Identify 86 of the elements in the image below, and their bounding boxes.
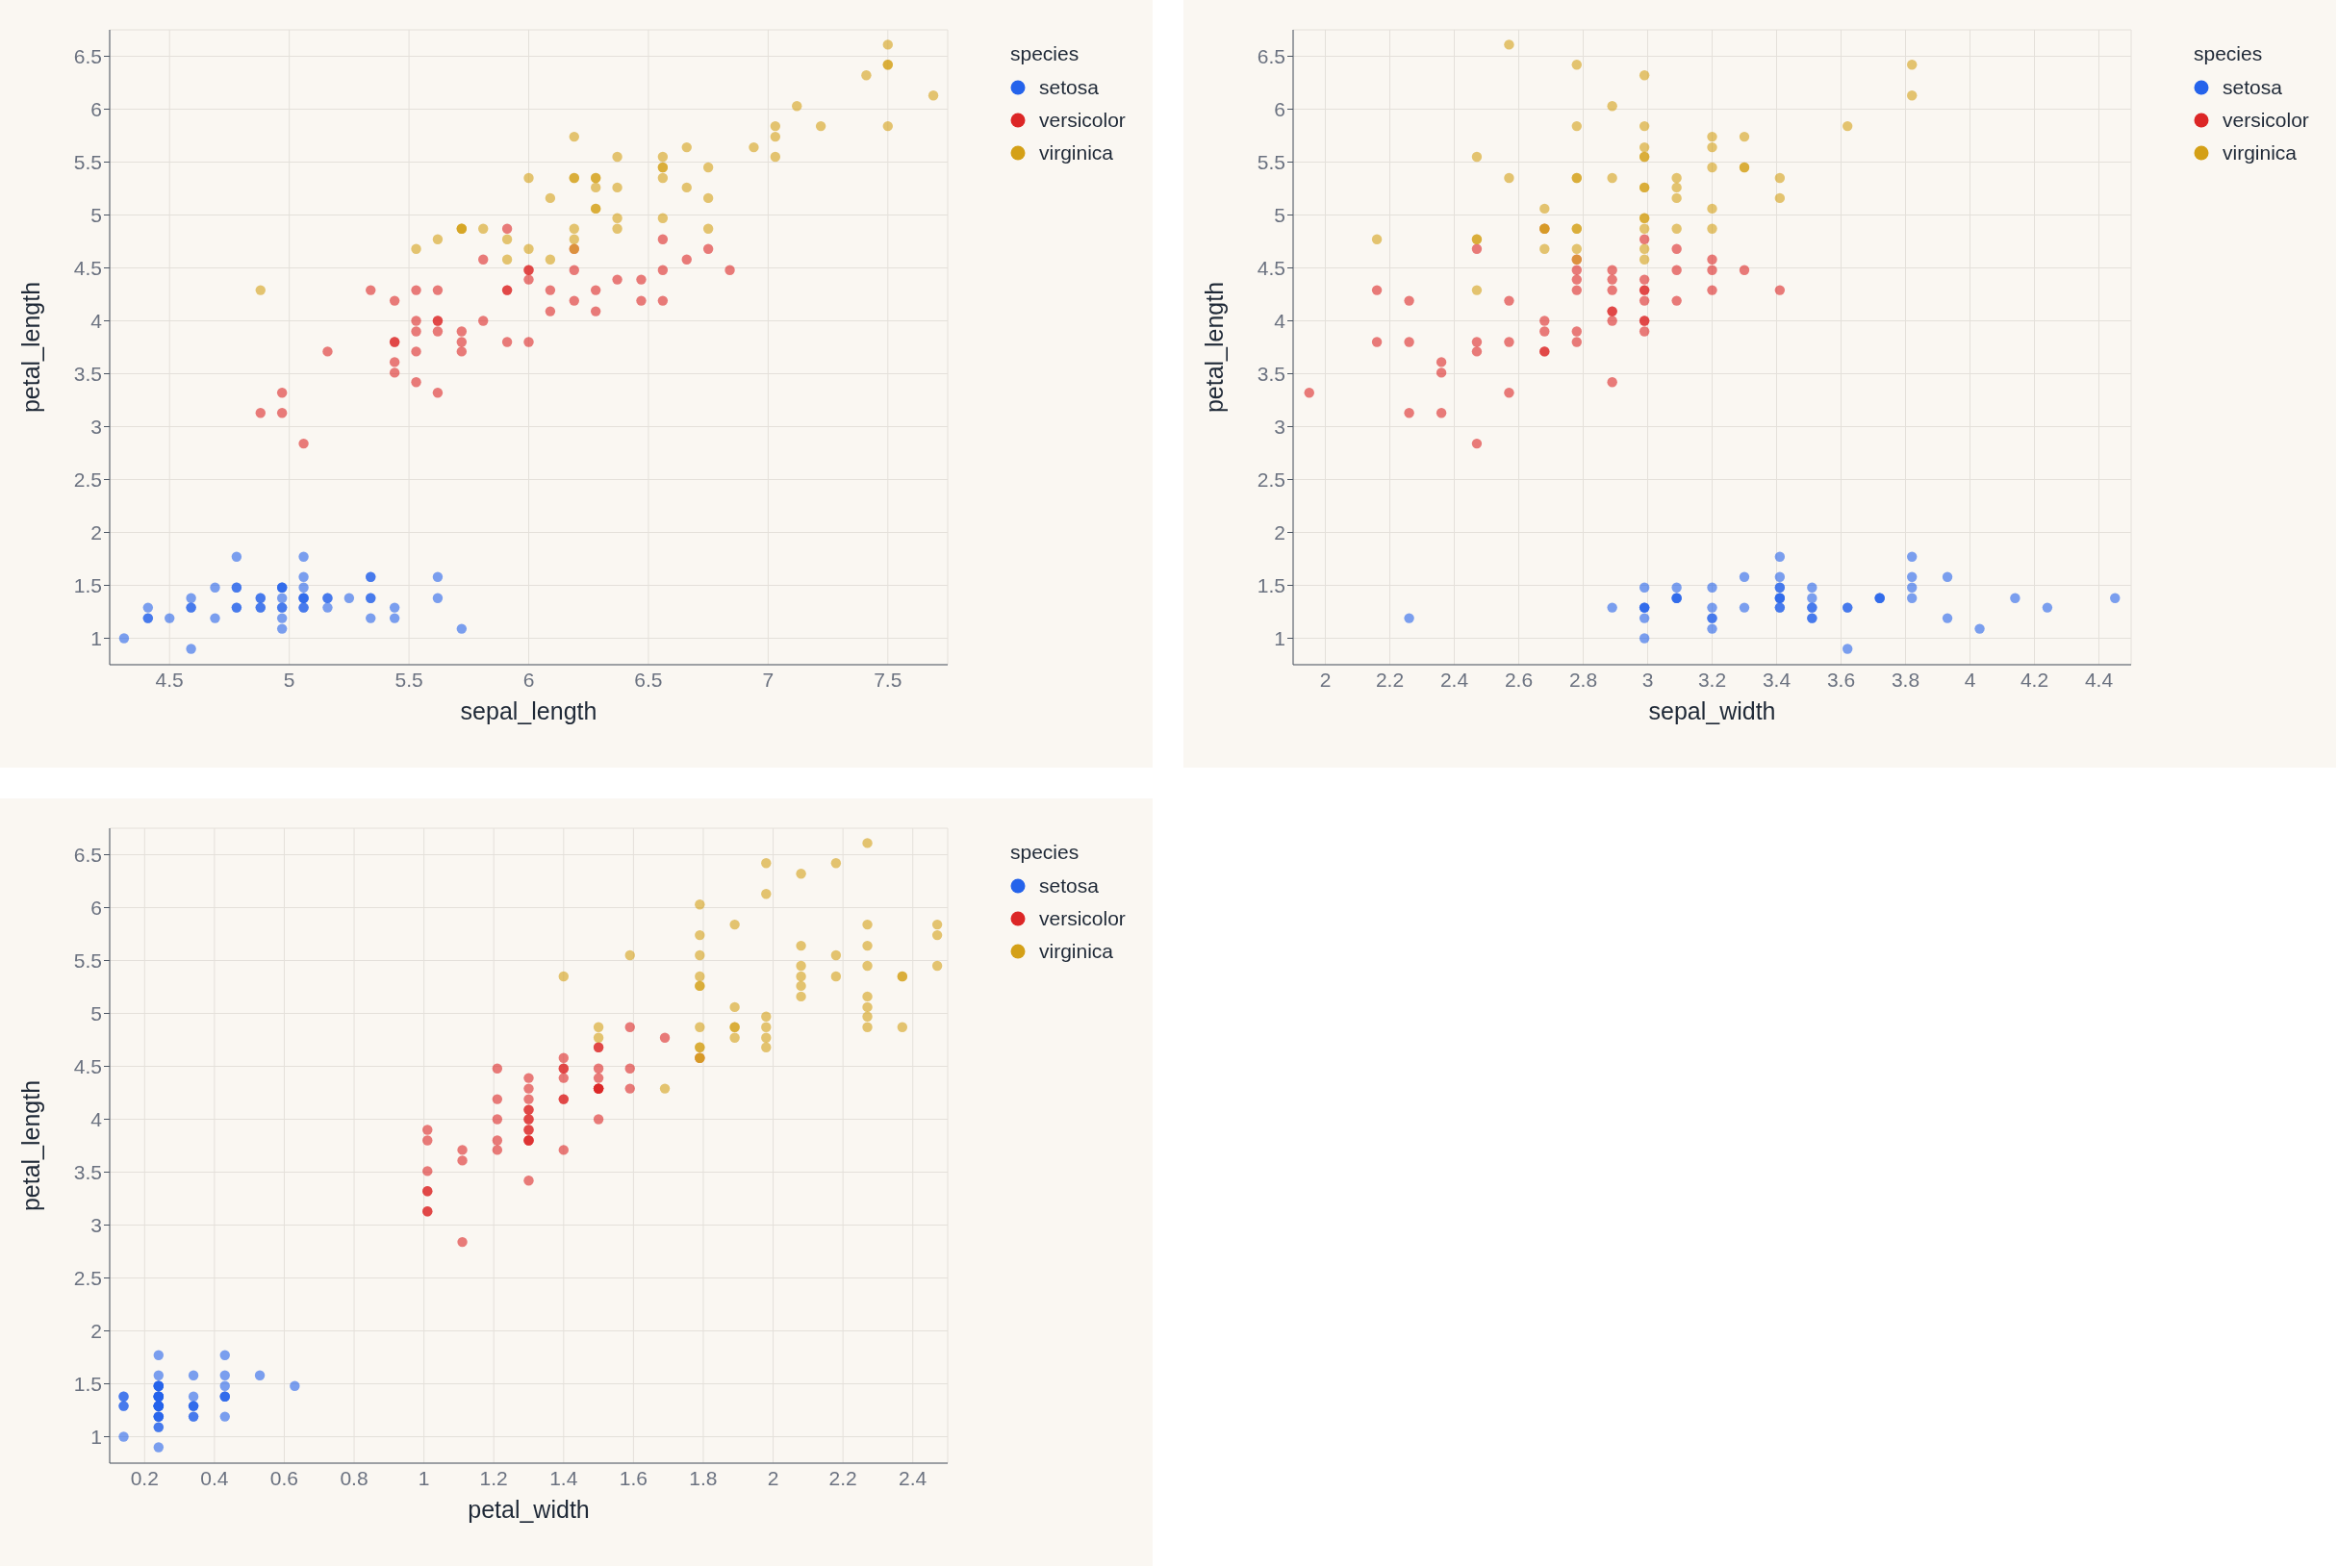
x-tick-label: 6: [522, 668, 535, 691]
y-axis-title: petal_length: [1200, 281, 1228, 414]
x-tick-label: 2.4: [1439, 668, 1469, 691]
y-tick-label: 5: [90, 203, 102, 226]
x-tick-label: 1: [418, 1466, 430, 1489]
legend-label: versicolor: [1039, 109, 1126, 132]
y-tick-label: 6: [90, 97, 102, 120]
y-tick-label: 2: [90, 520, 102, 544]
y-tick-label: 4: [1274, 309, 1286, 332]
legend-title: species: [2194, 42, 2264, 65]
y-tick-label: 4: [90, 309, 103, 332]
y-tick-label: 1: [90, 626, 102, 649]
legend-label: virginica: [1039, 940, 1114, 963]
y-tick-label: 3.5: [1257, 362, 1285, 385]
y-tick-label: 6.5: [73, 843, 102, 866]
legend-title: species: [1010, 42, 1080, 65]
y-tick-label: 6: [1274, 97, 1285, 120]
x-tick-label: 7: [762, 668, 775, 691]
x-tick-label: 2.2: [828, 1466, 857, 1489]
x-tick-label: 2.8: [1568, 668, 1598, 691]
x-axis-title: sepal_length: [460, 697, 597, 724]
y-tick-label: 4.5: [1257, 256, 1285, 279]
legend-title: species: [1010, 841, 1080, 864]
x-tick-label: 3.4: [1762, 668, 1792, 691]
y-tick-label: 5.5: [73, 150, 102, 173]
y-axis-title: petal_length: [16, 281, 44, 414]
x-tick-label: 4.4: [2084, 668, 2114, 691]
x-tick-label: 3.2: [1697, 668, 1727, 691]
y-tick-label: 6.5: [1257, 44, 1285, 67]
y-tick-label: 4: [90, 1107, 103, 1130]
y-tick-label: 5.5: [73, 948, 102, 972]
x-tick-label: 5.5: [394, 668, 423, 691]
x-tick-label: 4.5: [155, 668, 184, 691]
x-tick-label: 3.8: [1891, 668, 1920, 691]
y-tick-label: 2.5: [1257, 468, 1285, 491]
y-tick-label: 1.5: [1257, 573, 1285, 596]
y-tick-label: 3.5: [73, 1160, 102, 1183]
y-axis-title: petal_length: [16, 1079, 44, 1212]
legend-label: setosa: [1039, 874, 1099, 898]
y-tick-label: 1: [1274, 626, 1285, 649]
x-tick-label: 4: [1964, 668, 1976, 691]
x-tick-label: 2: [767, 1466, 779, 1489]
x-tick-label: 4.2: [2020, 668, 2049, 691]
legend-label: versicolor: [1039, 907, 1126, 930]
y-tick-label: 1.5: [73, 1372, 102, 1395]
x-tick-label: 0.4: [200, 1466, 229, 1489]
legend-label: versicolor: [2223, 109, 2309, 132]
y-tick-label: 2.5: [73, 468, 102, 491]
y-tick-label: 2: [1274, 520, 1285, 544]
y-tick-label: 5: [90, 1001, 102, 1024]
legend-label: setosa: [2223, 76, 2282, 99]
y-tick-label: 3: [1274, 415, 1285, 438]
x-tick-label: 1.2: [479, 1466, 508, 1489]
x-tick-label: 1.8: [689, 1466, 718, 1489]
y-tick-label: 5.5: [1257, 150, 1285, 173]
legend-label: virginica: [2223, 141, 2298, 164]
x-tick-label: 0.8: [340, 1466, 368, 1489]
x-tick-label: 7.5: [874, 668, 902, 691]
x-tick-label: 2.6: [1504, 668, 1534, 691]
x-axis-title: petal_width: [468, 1496, 590, 1523]
y-tick-label: 5: [1274, 203, 1285, 226]
x-tick-label: 2.2: [1375, 668, 1405, 691]
y-tick-label: 4.5: [73, 1054, 102, 1077]
legend-label: virginica: [1039, 141, 1114, 164]
x-tick-label: 5: [283, 668, 295, 691]
y-tick-label: 2.5: [73, 1266, 102, 1289]
x-tick-label: 3.6: [1826, 668, 1856, 691]
x-tick-label: 0.2: [130, 1466, 159, 1489]
y-tick-label: 1: [90, 1425, 102, 1448]
x-tick-label: 6.5: [634, 668, 663, 691]
x-tick-label: 0.6: [269, 1466, 299, 1489]
y-tick-label: 4.5: [73, 256, 102, 279]
y-tick-label: 6: [90, 896, 102, 919]
y-tick-label: 6.5: [73, 44, 102, 67]
x-tick-label: 1.4: [549, 1466, 578, 1489]
x-tick-label: 1.6: [619, 1466, 648, 1489]
y-tick-label: 3.5: [73, 362, 102, 385]
y-tick-label: 3: [90, 1213, 102, 1236]
x-axis-title: sepal_width: [1648, 697, 1776, 724]
x-tick-label: 2: [1319, 668, 1332, 691]
legend-label: setosa: [1039, 76, 1099, 99]
y-tick-label: 2: [90, 1319, 102, 1342]
y-tick-label: 1.5: [73, 573, 102, 596]
y-tick-label: 3: [90, 415, 102, 438]
x-tick-label: 2.4: [899, 1466, 928, 1489]
x-tick-label: 3: [1641, 668, 1654, 691]
